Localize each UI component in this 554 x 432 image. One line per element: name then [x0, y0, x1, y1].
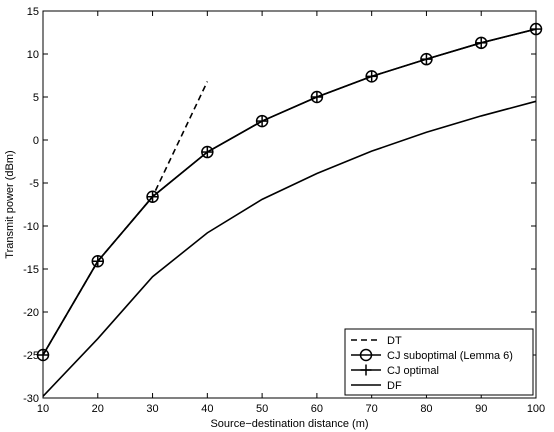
- series-line: [42, 28, 537, 356]
- plus-marker: [366, 70, 378, 82]
- x-tick-label: 50: [256, 403, 268, 415]
- x-tick-label: 60: [311, 403, 323, 415]
- plus-marker: [201, 146, 213, 158]
- x-tick-label: 100: [527, 403, 545, 415]
- series-3: [42, 100, 537, 397]
- y-tick-label: -5: [29, 178, 39, 190]
- legend-entry: CJ suboptimal (Lemma 6): [387, 350, 513, 362]
- y-tick-label: 5: [33, 92, 39, 104]
- series-line: [42, 100, 537, 397]
- y-tick-label: -10: [23, 221, 39, 233]
- y-tick-label: -25: [23, 350, 39, 362]
- x-tick-label: 90: [475, 403, 487, 415]
- plus-marker: [147, 191, 159, 203]
- x-tick-label: 10: [37, 403, 49, 415]
- legend-entry: CJ optimal: [387, 365, 439, 377]
- y-tick-label: 0: [33, 135, 39, 147]
- x-tick-label: 30: [146, 403, 158, 415]
- x-tick-label: 40: [201, 403, 213, 415]
- series-2: [37, 23, 542, 361]
- circle-marker: [359, 348, 373, 362]
- legend: DT CJ suboptimal (Lemma 6) CJ optimal DF: [344, 328, 534, 396]
- y-tick-label: 15: [27, 6, 39, 18]
- y-tick-label: 10: [27, 49, 39, 61]
- y-axis-label: Transmit power (dBm): [4, 150, 16, 258]
- series-line: [42, 28, 537, 356]
- plus-marker: [420, 53, 432, 65]
- axes: 10 20 30 40 50 60 70 80 90 100 -30 -25 -20 -15 -10 -5 0 5…: [23, 6, 545, 415]
- x-tick-label: 20: [92, 403, 104, 415]
- plus-marker: [360, 364, 372, 376]
- y-tick-label: -20: [23, 307, 39, 319]
- plus-marker: [256, 115, 268, 127]
- series-1: [36, 22, 543, 362]
- plot-area: [36, 22, 543, 397]
- plus-marker: [475, 37, 487, 49]
- legend-entry: DF: [387, 380, 402, 392]
- plus-marker: [311, 91, 323, 103]
- x-tick-label: 70: [366, 403, 378, 415]
- y-tick-label: -15: [23, 264, 39, 276]
- plot-frame: [42, 10, 537, 399]
- x-axis-label: Source−destination distance (m): [210, 418, 368, 430]
- y-tick-label: -30: [23, 393, 39, 405]
- legend-entry: DT: [387, 335, 402, 347]
- plus-marker: [92, 255, 104, 267]
- x-tick-label: 80: [420, 403, 432, 415]
